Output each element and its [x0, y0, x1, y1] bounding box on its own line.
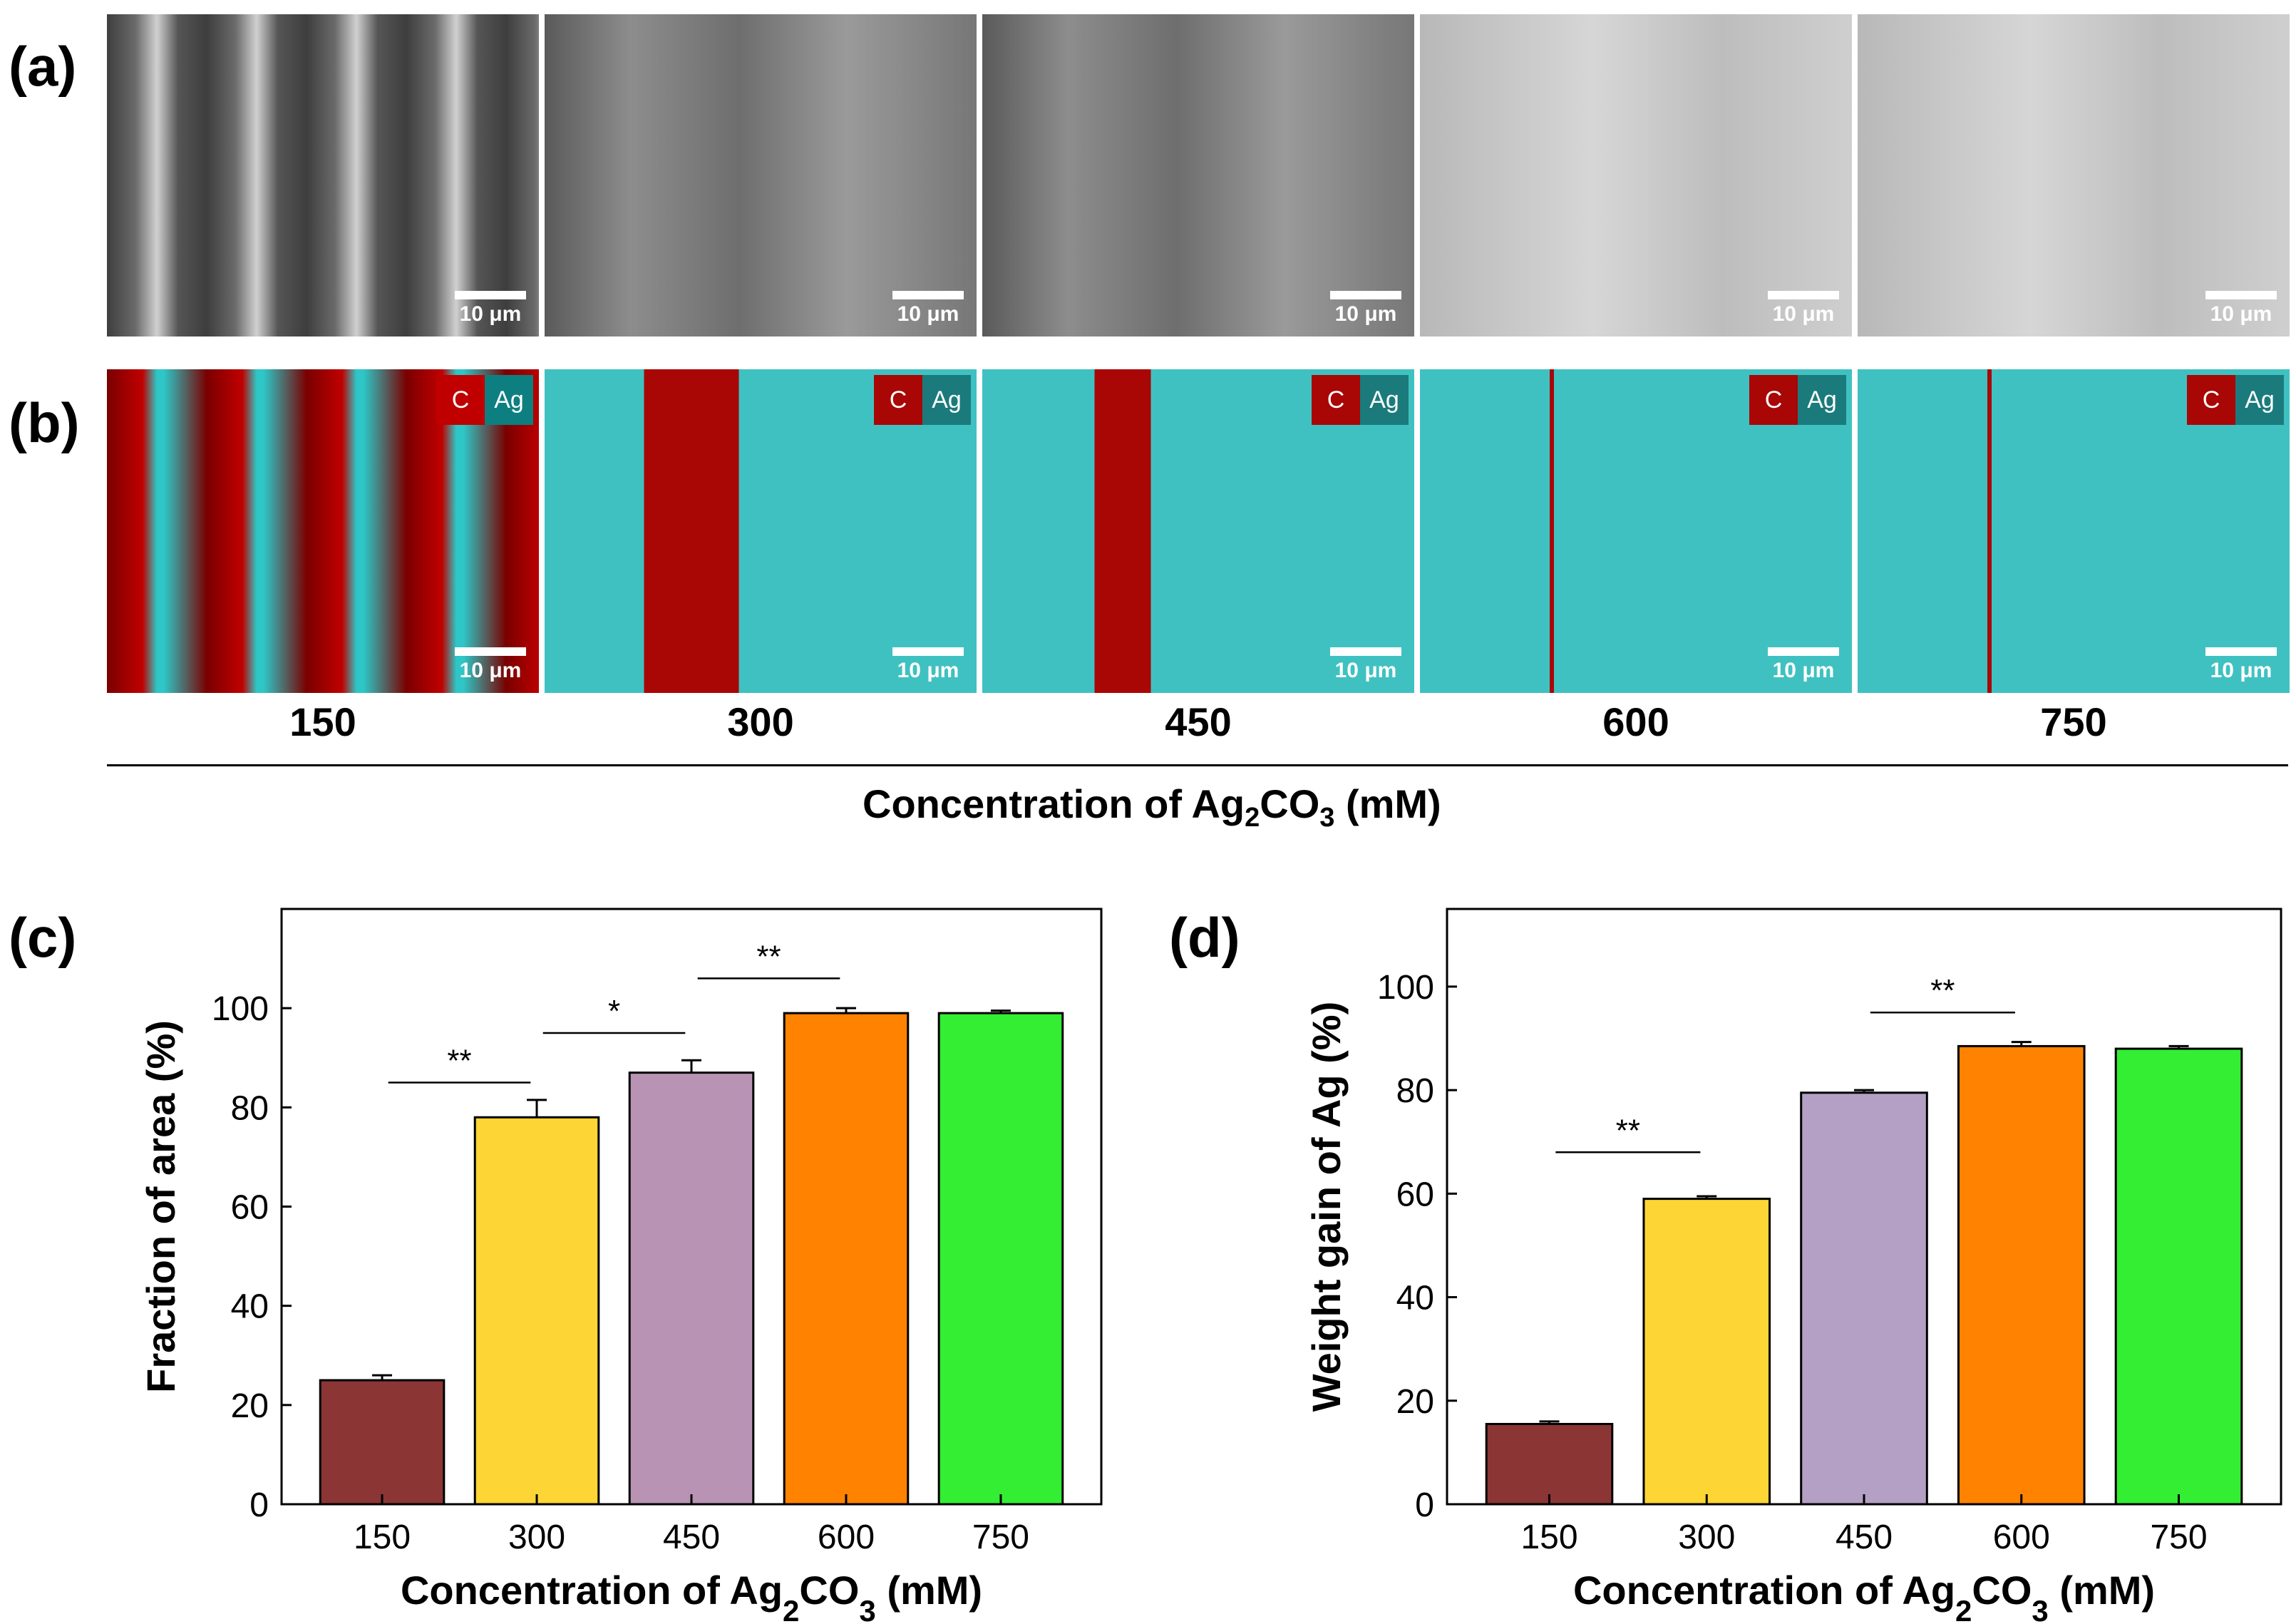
x-tick-label: 300: [508, 1518, 565, 1556]
sem-image: 10 μm: [107, 14, 539, 336]
y-axis-label: Weight gain of Ag (%): [1304, 1002, 1349, 1412]
sem-image: 10 μm: [982, 14, 1414, 336]
y-tick-label: 20: [231, 1387, 269, 1425]
bar: [628, 1071, 755, 1506]
scale-bar: 10 μm: [1768, 291, 1839, 327]
bar: [1485, 1422, 1614, 1506]
significance-label: **: [447, 1044, 471, 1079]
eds-map: C Ag 10 μm: [545, 369, 977, 693]
element-legend: C Ag: [2187, 375, 2284, 425]
y-tick-label: 0: [1415, 1486, 1434, 1524]
x-tick-label: 450: [1836, 1518, 1893, 1556]
bar: [2114, 1047, 2243, 1506]
scale-bar: 10 μm: [1330, 291, 1401, 327]
element-legend: C Ag: [436, 375, 533, 425]
y-axis-label: Fraction of area (%): [138, 1020, 183, 1393]
significance-label: *: [608, 994, 620, 1029]
element-legend: C Ag: [1749, 375, 1846, 425]
bar: [473, 1116, 600, 1506]
x-tick-label: 150: [1520, 1518, 1577, 1556]
x-axis-label: Concentration of Ag2CO3 (mM): [401, 1568, 982, 1624]
eds-map: C Ag 10 μm: [1420, 369, 1852, 693]
y-tick-label: 100: [1377, 969, 1434, 1007]
bar: [937, 1012, 1064, 1506]
eds-map: C Ag 10 μm: [1858, 369, 2290, 693]
significance-label: **: [1930, 973, 1955, 1008]
scale-bar: 10 μm: [455, 647, 526, 683]
significance-label: **: [1616, 1113, 1640, 1148]
scale-bar: 10 μm: [892, 647, 964, 683]
sem-image: 10 μm: [1420, 14, 1852, 336]
bar: [319, 1379, 446, 1506]
eds-map: C Ag 10 μm: [107, 369, 539, 693]
panel-label-b: (b): [9, 391, 80, 454]
y-tick-label: 40: [1396, 1280, 1434, 1317]
scale-bar: 10 μm: [2205, 291, 2277, 327]
bar: [1800, 1091, 1928, 1506]
sem-image: 10 μm: [1858, 14, 2290, 336]
concentration-label: 300: [727, 699, 794, 744]
concentration-label: 600: [1602, 699, 1669, 744]
legend-carbon: C: [1312, 375, 1360, 425]
x-tick-label: 300: [1678, 1518, 1735, 1556]
legend-silver: Ag: [485, 375, 533, 425]
x-tick-label: 750: [972, 1518, 1029, 1556]
element-legend: C Ag: [874, 375, 971, 425]
concentration-label: 150: [289, 699, 356, 744]
scale-bar: 10 μm: [455, 291, 526, 327]
legend-silver: Ag: [922, 375, 971, 425]
x-tick-label: 150: [354, 1518, 411, 1556]
bar: [1642, 1198, 1771, 1506]
scale-bar: 10 μm: [1330, 647, 1401, 683]
legend-carbon: C: [2187, 375, 2235, 425]
y-tick-label: 60: [231, 1189, 269, 1227]
legend-silver: Ag: [2235, 375, 2284, 425]
legend-silver: Ag: [1360, 375, 1409, 425]
divider-line: [107, 764, 2288, 766]
eds-map: C Ag 10 μm: [982, 369, 1414, 693]
legend-silver: Ag: [1798, 375, 1846, 425]
x-tick-label: 750: [2150, 1518, 2207, 1556]
concentration-label: 750: [2040, 699, 2107, 744]
y-tick-label: 80: [1396, 1072, 1434, 1110]
scale-bar: 10 μm: [1768, 647, 1839, 683]
legend-carbon: C: [874, 375, 922, 425]
y-tick-label: 80: [231, 1089, 269, 1127]
legend-carbon: C: [436, 375, 485, 425]
scale-bar: 10 μm: [892, 291, 964, 327]
panel-label-c: (c): [9, 906, 77, 969]
x-tick-label: 450: [663, 1518, 720, 1556]
x-axis-label: Concentration of Ag2CO3 (mM): [1573, 1568, 2155, 1624]
y-tick-label: 60: [1396, 1176, 1434, 1213]
element-legend: C Ag: [1312, 375, 1409, 425]
micrograph-axis-title: Concentration of Ag2CO3 (mM): [863, 781, 1441, 833]
panel-label-a: (a): [9, 35, 77, 98]
bar: [783, 1012, 910, 1506]
x-tick-label: 600: [818, 1518, 875, 1556]
sem-image: 10 μm: [545, 14, 977, 336]
y-tick-label: 20: [1396, 1383, 1434, 1421]
significance-label: **: [756, 939, 781, 974]
bar: [1957, 1044, 2086, 1506]
y-tick-label: 40: [231, 1288, 269, 1326]
weight-gain-chart: 0 20 40 60 80 100 150 300 450 600 750 ** ** Weight ga…: [1304, 908, 2282, 1624]
scale-bar: 10 μm: [2205, 647, 2277, 683]
x-tick-label: 600: [1993, 1518, 2050, 1556]
panel-label-d: (d): [1169, 906, 1240, 969]
y-tick-label: 0: [249, 1486, 269, 1524]
concentration-label: 450: [1165, 699, 1232, 744]
y-tick-label: 100: [212, 990, 269, 1028]
legend-carbon: C: [1749, 375, 1798, 425]
